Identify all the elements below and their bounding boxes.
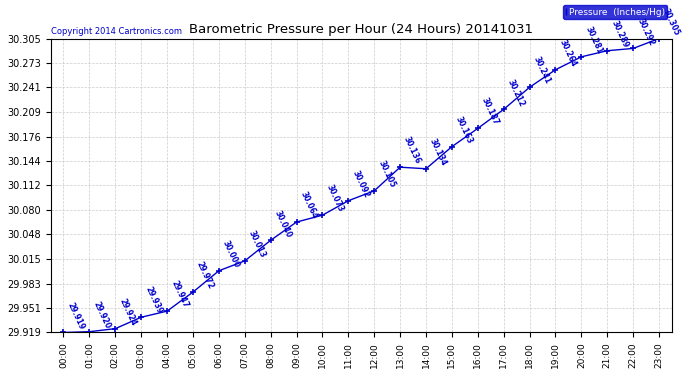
Text: 30.073: 30.073 — [324, 183, 345, 214]
Text: 29.972: 29.972 — [195, 260, 215, 291]
Text: 30.241: 30.241 — [532, 56, 552, 86]
Text: 30.281: 30.281 — [584, 25, 604, 55]
Text: 29.919: 29.919 — [66, 301, 86, 331]
Text: 30.292: 30.292 — [635, 17, 656, 47]
Text: 30.136: 30.136 — [402, 135, 423, 166]
Text: 30.040: 30.040 — [273, 209, 293, 239]
Text: 30.305: 30.305 — [661, 7, 682, 37]
Text: 29.920: 29.920 — [92, 300, 112, 330]
Text: 29.947: 29.947 — [169, 279, 190, 310]
Text: 30.105: 30.105 — [376, 159, 397, 189]
Text: 30.212: 30.212 — [506, 78, 526, 108]
Legend: Pressure  (Inches/Hg): Pressure (Inches/Hg) — [563, 5, 667, 19]
Text: 29.939: 29.939 — [144, 285, 164, 316]
Text: 30.187: 30.187 — [480, 96, 500, 127]
Text: 30.163: 30.163 — [454, 115, 475, 145]
Text: 29.924: 29.924 — [117, 297, 138, 327]
Text: 30.289: 30.289 — [609, 19, 630, 49]
Text: 30.264: 30.264 — [558, 38, 578, 68]
Text: 30.134: 30.134 — [428, 137, 448, 167]
Text: 30.064: 30.064 — [299, 190, 319, 220]
Title: Barometric Pressure per Hour (24 Hours) 20141031: Barometric Pressure per Hour (24 Hours) … — [189, 23, 533, 36]
Text: Copyright 2014 Cartronics.com: Copyright 2014 Cartronics.com — [50, 27, 181, 36]
Text: 30.000: 30.000 — [221, 239, 242, 269]
Text: 30.092: 30.092 — [351, 169, 371, 199]
Text: 30.013: 30.013 — [247, 229, 267, 260]
